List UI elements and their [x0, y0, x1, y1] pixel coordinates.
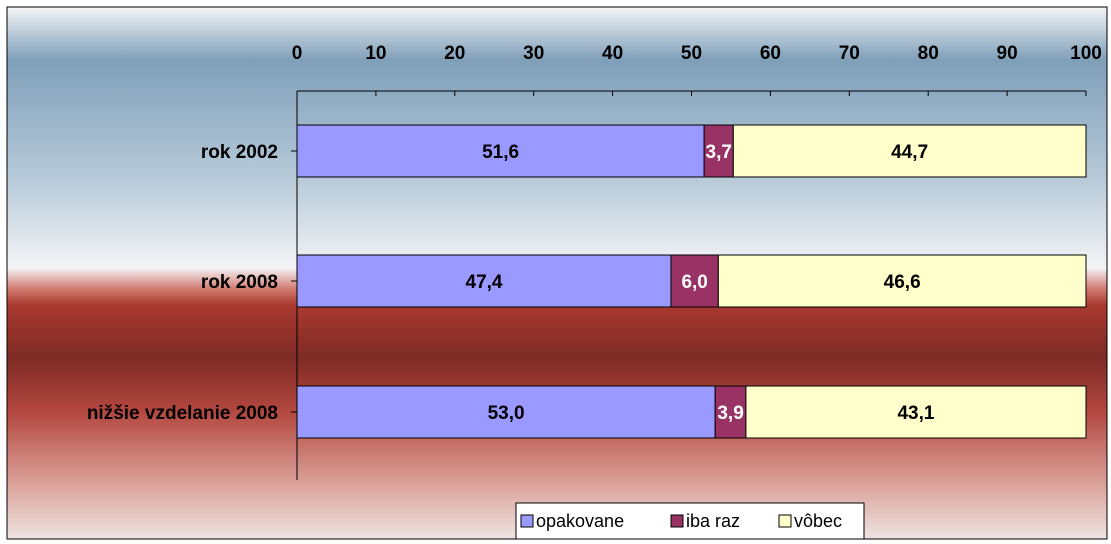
x-tick-label: 20 [444, 43, 465, 64]
category-label: nižšie vzdelanie 2008 [87, 403, 278, 424]
legend-swatch [520, 514, 534, 528]
legend-box [515, 502, 865, 540]
data-label: 43,1 [897, 403, 934, 424]
legend: opakovane iba raz vôbec [515, 502, 865, 540]
legend-label: vôbec [794, 511, 842, 531]
x-axis: 0 10 20 30 40 50 60 70 80 90 100 [291, 43, 1102, 480]
data-label: 3,7 [706, 142, 732, 163]
bars: rok 2002 51,6 3,7 44,7 rok 2008 47,4 6,0 46,6 ni… [87, 124, 1087, 439]
x-tick-label: 30 [523, 43, 544, 64]
data-label: 53,0 [488, 403, 525, 424]
bar-segment [296, 254, 672, 308]
x-tick-label: 60 [760, 43, 781, 64]
data-label: 46,6 [884, 272, 921, 293]
category-label: rok 2002 [201, 142, 278, 163]
bar-segment [703, 124, 734, 178]
legend-swatch [778, 514, 792, 528]
bar-segment [296, 124, 705, 178]
x-tick-label: 0 [292, 43, 303, 64]
data-label: 44,7 [891, 142, 928, 163]
legend-label: iba raz [686, 511, 740, 531]
x-tick-label: 40 [602, 43, 623, 64]
data-label: 3,9 [717, 403, 743, 424]
legend-label: opakovane [536, 511, 624, 531]
legend-swatch [670, 514, 684, 528]
category-label: rok 2008 [201, 272, 278, 293]
x-tick-label: 50 [681, 43, 702, 64]
data-label: 51,6 [482, 142, 519, 163]
bar-segment [714, 385, 747, 439]
bar-segment [732, 124, 1087, 178]
data-label: 6,0 [681, 272, 707, 293]
data-label: 47,4 [466, 272, 503, 293]
x-tick-label: 90 [997, 43, 1018, 64]
x-tick-label: 80 [918, 43, 939, 64]
x-tick-label: 70 [839, 43, 860, 64]
x-tick-label: 100 [1070, 43, 1102, 64]
bar-segment [296, 385, 716, 439]
x-tick-label: 10 [365, 43, 386, 64]
bar-segment [745, 385, 1087, 439]
bar-segment [717, 254, 1087, 308]
